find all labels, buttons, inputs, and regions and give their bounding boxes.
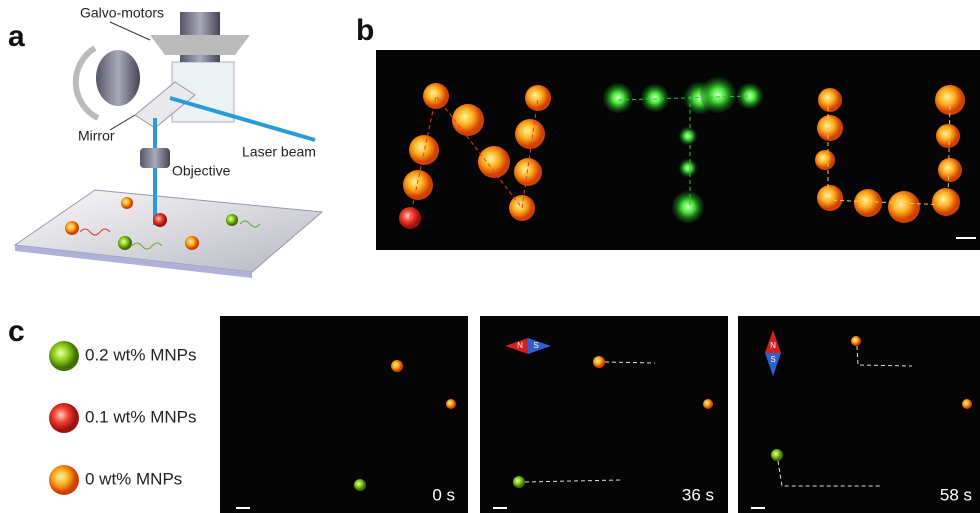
trajectory	[604, 361, 656, 364]
compass-n	[765, 330, 781, 353]
particle	[851, 336, 861, 346]
trajectory	[524, 479, 621, 483]
laser-beam	[169, 96, 316, 142]
particle	[962, 399, 972, 409]
path	[827, 99, 951, 206]
mirror	[134, 81, 196, 129]
panel-label: a	[8, 20, 25, 53]
panel-a: a Galvo-motors Mirror Objective Laser be…	[8, 5, 324, 278]
pointer	[109, 21, 151, 41]
particle	[391, 360, 403, 372]
label: Mirror	[78, 128, 115, 144]
particle	[593, 356, 605, 368]
legend-swatch	[49, 403, 79, 433]
particle	[153, 213, 167, 227]
particle	[226, 214, 238, 226]
particle	[354, 479, 366, 491]
particle	[703, 399, 713, 409]
panel-c: c 0.2 wt% MNPs 0.1 wt% MNPs 0 wt% MNPs 0…	[8, 315, 980, 513]
objective	[140, 148, 170, 168]
trajectory	[777, 460, 880, 487]
legend-label: 0 wt% MNPs	[85, 469, 182, 488]
panel-label: b	[356, 14, 374, 47]
stage-edge	[15, 245, 252, 278]
particle	[118, 236, 132, 250]
particle	[513, 476, 525, 488]
legend-swatch	[49, 465, 79, 495]
label: Galvo-motors	[80, 5, 164, 21]
particle	[121, 197, 133, 209]
compass-label: S	[533, 341, 538, 350]
compass-s	[528, 338, 551, 354]
compass-label: N	[517, 341, 523, 350]
panel-b: b	[356, 14, 980, 250]
label: Laser beam	[242, 144, 316, 160]
stage	[13, 189, 324, 273]
time-label: 0 s	[432, 485, 455, 504]
label: Objective	[172, 163, 231, 179]
legend-swatch	[49, 341, 79, 371]
particle	[65, 221, 79, 235]
particle	[185, 236, 199, 250]
compass-s	[765, 353, 781, 376]
panel-label: c	[8, 315, 25, 348]
trajectory	[239, 220, 261, 228]
particle	[446, 399, 456, 409]
compass-label: N	[770, 341, 776, 350]
trajectory	[79, 228, 111, 236]
micrograph	[376, 50, 980, 250]
galvo-motor-2	[96, 50, 140, 106]
galvo-bracket	[150, 35, 250, 55]
compass-n	[505, 338, 528, 354]
rotation-arrow	[72, 45, 100, 121]
path	[617, 95, 751, 205]
particle	[771, 449, 783, 461]
legend-label: 0.2 wt% MNPs	[85, 345, 196, 364]
pointer	[109, 114, 136, 131]
time-label: 58 s	[940, 485, 972, 504]
time-label: 36 s	[682, 485, 714, 504]
compass-label: S	[770, 355, 775, 364]
legend-label: 0.1 wt% MNPs	[85, 407, 196, 426]
trajectory	[131, 242, 163, 250]
frame	[220, 316, 468, 513]
